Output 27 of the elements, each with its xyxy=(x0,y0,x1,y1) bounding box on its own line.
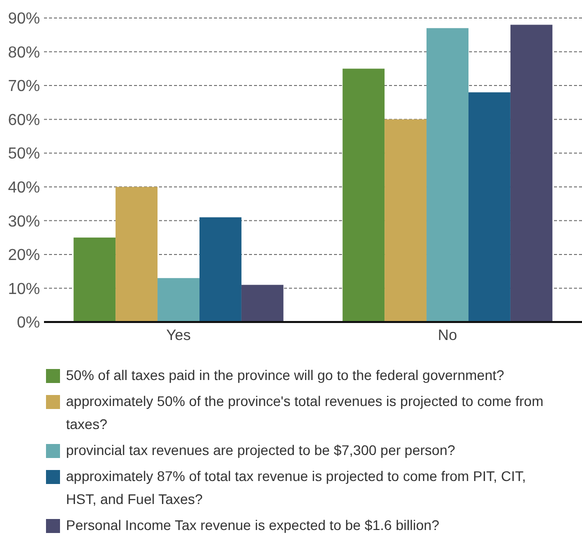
x-tick-label: Yes xyxy=(166,327,191,344)
bar xyxy=(241,284,284,322)
y-tick-label: 0% xyxy=(16,314,40,332)
y-tick-label: 80% xyxy=(8,44,40,62)
y-tick-label: 50% xyxy=(8,146,40,163)
bar xyxy=(384,119,427,322)
bar xyxy=(158,278,200,322)
bar xyxy=(468,92,510,322)
bar xyxy=(199,217,242,322)
bar xyxy=(426,28,468,322)
bar xyxy=(74,238,116,322)
legend-label: provincial tax revenues are projected to be $7,300 per person? xyxy=(66,442,456,458)
bar xyxy=(510,24,552,322)
legend-label: approximately 87% of total tax revenue is projected to come from PIT, CIT, HST, and Fuel Taxes? xyxy=(66,468,526,507)
y-tick-label: 60% xyxy=(8,112,40,129)
legend-label: 50% of all taxes paid in the province will go to the federal government? xyxy=(66,367,504,383)
x-tick-label: No xyxy=(438,327,458,344)
legend-label: Personal Income Tax revenue is expected to be $1.6 billion? xyxy=(66,517,440,533)
y-tick-label: 90% xyxy=(8,10,40,28)
bar xyxy=(342,68,385,322)
y-tick-label: 30% xyxy=(8,213,40,230)
legend-label: approximately 50% of the province's total revenues is projected to come from taxes? xyxy=(66,393,544,432)
y-tick-label: 70% xyxy=(8,78,40,96)
y-tick-label: 10% xyxy=(8,280,40,298)
y-tick-label: 40% xyxy=(8,179,40,196)
y-tick-label: 20% xyxy=(8,247,40,264)
bar xyxy=(116,186,158,322)
